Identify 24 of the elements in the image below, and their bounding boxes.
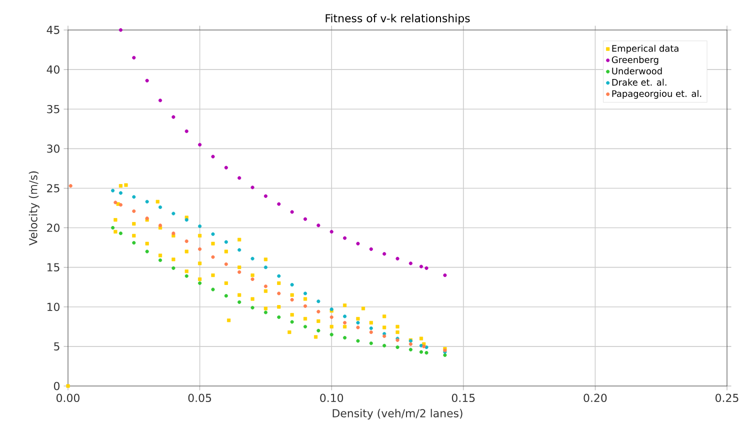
legend-label: Greenberg	[612, 56, 658, 65]
y-tick-label: 25	[47, 184, 60, 192]
legend-label: Emperical data	[612, 44, 678, 54]
y-tick-label: 40	[46, 65, 60, 74]
y-tick-label: 15	[47, 263, 60, 272]
y-tick-label: 5	[54, 342, 60, 351]
x-tick-label: 0.10	[320, 394, 344, 402]
y-tick-label: 45	[46, 26, 60, 34]
legend-label: Underwood	[612, 67, 662, 74]
y-axis-title: Velocity (m/s)	[28, 171, 40, 246]
y-tick-label: 0	[54, 382, 60, 390]
x-axis-title: Density (veh/m/2 lanes)	[332, 408, 462, 420]
y-tick-label: 20	[47, 224, 60, 232]
legend-label: Papageorgiou et. al.	[612, 90, 702, 99]
y-tick-label: 30	[47, 144, 60, 153]
x-tick-label: 0.15	[452, 394, 475, 402]
x-tick-label: 0.20	[584, 394, 607, 402]
legend-label: Drake et. al.	[612, 78, 666, 86]
y-tick-label: 10	[47, 302, 60, 312]
x-tick-label: 0.25	[716, 394, 738, 402]
chart-title: Fitness of v-k relationships	[326, 14, 470, 24]
x-tick-label: 0.00	[56, 394, 80, 402]
y-tick-label: 35	[47, 104, 60, 114]
x-tick-label: 0.05	[188, 394, 212, 402]
